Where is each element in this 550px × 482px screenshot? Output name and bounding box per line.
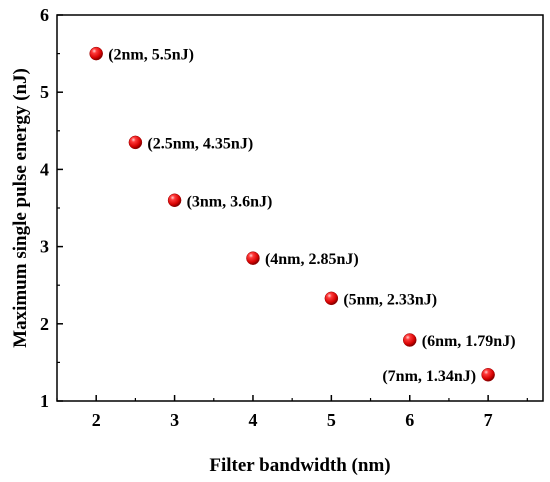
y-tick-label: 4	[40, 159, 49, 179]
y-tick-label: 1	[40, 391, 49, 411]
x-tick-label: 6	[405, 410, 414, 430]
data-label: (7nm, 1.34nJ)	[382, 368, 476, 385]
x-axis-title: Filter bandwidth (nm)	[209, 455, 390, 476]
data-label: (2.5nm, 4.35nJ)	[147, 135, 253, 152]
data-point	[481, 368, 495, 382]
data-point	[324, 291, 339, 306]
data-point	[89, 46, 103, 61]
x-tick-label: 2	[92, 410, 101, 430]
data-label: (5nm, 2.33nJ)	[343, 291, 437, 308]
y-axis-title: Maximum single pulse energy (nJ)	[10, 68, 31, 348]
data-point	[128, 135, 143, 150]
y-tick-label: 6	[40, 5, 49, 25]
data-label: (3nm, 3.6nJ)	[187, 193, 273, 210]
x-axis: 2 3 4 5 6 7	[56, 395, 528, 430]
x-tick-label: 5	[327, 410, 336, 430]
data-points	[89, 46, 495, 382]
data-label: (4nm, 2.85nJ)	[265, 251, 359, 268]
data-point	[402, 333, 417, 347]
y-axis: 1 2 3 4 5 6	[40, 5, 63, 411]
y-tick-label: 3	[40, 237, 49, 257]
x-tick-label: 4	[248, 410, 257, 430]
y-tick-label: 2	[40, 314, 49, 334]
x-tick-label: 7	[484, 410, 493, 430]
data-point	[167, 193, 182, 208]
x-tick-label: 3	[170, 410, 179, 430]
data-label: (2nm, 5.5nJ)	[108, 47, 194, 64]
data-label: (6nm, 1.79nJ)	[422, 333, 516, 350]
data-point	[246, 251, 260, 265]
y-tick-label: 5	[40, 82, 49, 102]
data-labels: (2nm, 5.5nJ) (2.5nm, 4.35nJ) (3nm, 3.6nJ) (…	[108, 47, 515, 385]
